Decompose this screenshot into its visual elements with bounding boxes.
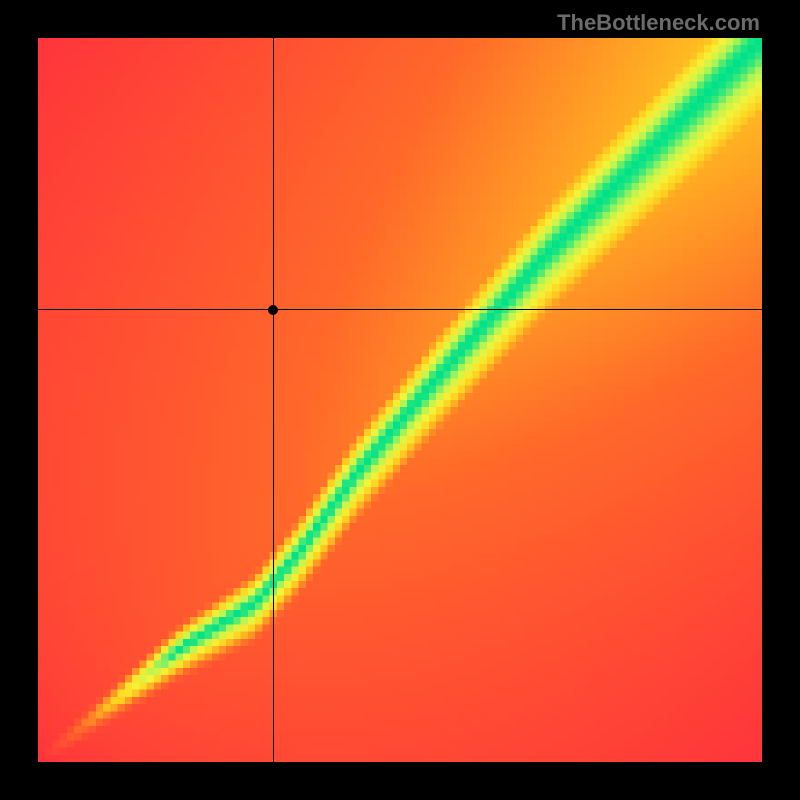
crosshair-vertical — [273, 38, 274, 762]
crosshair-horizontal — [38, 309, 762, 310]
data-point-marker — [268, 305, 278, 315]
chart-container: TheBottleneck.com — [0, 0, 800, 800]
heatmap-canvas — [38, 38, 762, 762]
watermark-text: TheBottleneck.com — [557, 10, 760, 36]
